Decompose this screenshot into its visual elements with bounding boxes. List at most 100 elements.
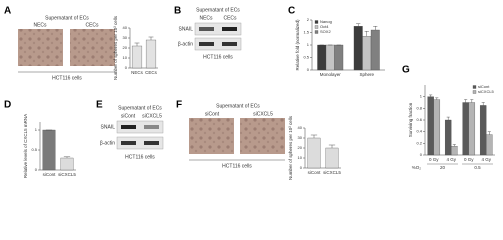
y-tick-label: 40: [123, 25, 128, 30]
x-tick-label: 0 Gy: [429, 157, 439, 162]
y-axis-label: Relative fold (normalized): [295, 19, 300, 71]
image-label: NECs: [33, 22, 47, 28]
caption: HCT116 cells: [203, 54, 233, 60]
bar: [325, 44, 335, 71]
error-bar: [481, 102, 485, 106]
group-label: 0.5: [474, 165, 481, 170]
bar: [370, 29, 380, 71]
bar: [60, 157, 74, 171]
error-bar: [373, 26, 378, 30]
bar: [444, 119, 452, 156]
error-bar: [446, 116, 450, 120]
x-tick-label: siCXCL5: [323, 170, 341, 175]
error-bar: [464, 99, 468, 103]
legend-label: Nanog: [320, 19, 332, 24]
band: [144, 125, 159, 129]
x-tick-label: 4 Gy: [481, 157, 491, 162]
bar: [353, 26, 363, 71]
row-label: SNAIL: [101, 124, 116, 130]
x-tick-label: siCont: [308, 170, 322, 175]
y-tick-label: 0.5: [31, 147, 37, 152]
micrograph: [240, 118, 285, 154]
error-bar: [487, 131, 491, 135]
legend-label: SOX2: [320, 29, 331, 34]
error-bar: [356, 23, 361, 27]
micrograph: [189, 118, 234, 154]
bar: [42, 129, 56, 171]
figure: A Supernatant of ECs NECs CECs HCT116 ce…: [4, 6, 495, 180]
x-tick-label: Monolayer: [320, 72, 342, 77]
error-bar: [470, 99, 474, 103]
bar: [325, 147, 339, 169]
caption: HCT116 cells: [222, 163, 252, 169]
group-title: %O₂: [412, 165, 422, 170]
panel-letter: D: [4, 100, 11, 111]
x-tick-label: 4 Gy: [446, 157, 456, 162]
y-axis-label: Number of spheres per 10³ cells: [288, 115, 293, 180]
blot: [194, 22, 242, 36]
bar: [462, 102, 469, 156]
panel-letter: G: [402, 65, 410, 76]
panel-letter: A: [4, 6, 11, 17]
y-tick-label: 1: [307, 42, 310, 47]
row-label: β-actin: [100, 140, 115, 146]
panel-header: Supernatant of ECs: [216, 103, 260, 109]
image-label: siCont: [205, 111, 220, 117]
bar: [468, 102, 476, 156]
bar: [486, 134, 493, 156]
panel-letter: F: [176, 100, 182, 111]
panel-letter: B: [174, 6, 181, 17]
bar: [427, 96, 434, 156]
y-tick-label: 0: [300, 165, 303, 170]
y-tick-label: 0: [307, 67, 310, 72]
caption: HCT116 cells: [125, 154, 155, 160]
panel-header: Supernatant of ECs: [118, 105, 162, 111]
lane-label: siCont: [121, 113, 136, 119]
bar: [317, 44, 327, 71]
micrograph: [18, 29, 63, 66]
band: [199, 27, 214, 31]
legend-swatch: [314, 25, 319, 29]
y-axis-label: Number of spheres per 10³ cells: [113, 15, 118, 80]
error-bar: [435, 97, 439, 100]
bar: [307, 137, 321, 169]
band: [121, 141, 136, 145]
x-tick-label: CECs: [145, 70, 158, 75]
x-tick-label: NECs: [131, 70, 144, 75]
lane-label: NECs: [199, 15, 213, 21]
legend-label: siCXCL5: [478, 89, 495, 94]
legend-label: Oct4: [320, 24, 329, 29]
x-tick-label: siCont: [43, 172, 57, 177]
error-bar: [429, 94, 433, 97]
panel-header: Supernatant of ECs: [196, 7, 240, 13]
row-label: SNAIL: [179, 26, 194, 32]
y-tick-label: 20: [298, 145, 303, 150]
row-label: β-actin: [178, 41, 193, 47]
bar: [479, 105, 487, 156]
legend-label: siCont: [478, 84, 490, 89]
y-tick-label: 40: [298, 125, 303, 130]
error-bar: [148, 36, 154, 40]
y-tick-label: 1: [420, 94, 423, 99]
legend-swatch: [314, 20, 319, 24]
lane-label: siCXCL5: [142, 113, 162, 119]
bar: [145, 39, 157, 69]
y-tick-label: 0.2: [416, 140, 422, 145]
error-bar: [452, 144, 456, 147]
bar: [362, 36, 372, 71]
y-tick-label: 0.8: [416, 105, 422, 110]
error-bar: [328, 144, 336, 148]
panel-letter: E: [96, 100, 103, 111]
band: [144, 141, 159, 145]
y-tick-label: 0: [125, 65, 128, 70]
bar: [451, 146, 458, 156]
image-label: siCXCL5: [253, 111, 273, 117]
y-tick-label: 0.5: [303, 55, 309, 60]
x-tick-label: 0 Gy: [464, 157, 474, 162]
bar: [433, 99, 441, 156]
legend-swatch: [472, 90, 477, 94]
panel-header: Supernatant of ECs: [45, 15, 89, 21]
bar: [131, 45, 143, 69]
bar: [334, 44, 344, 71]
blot: [194, 37, 242, 51]
